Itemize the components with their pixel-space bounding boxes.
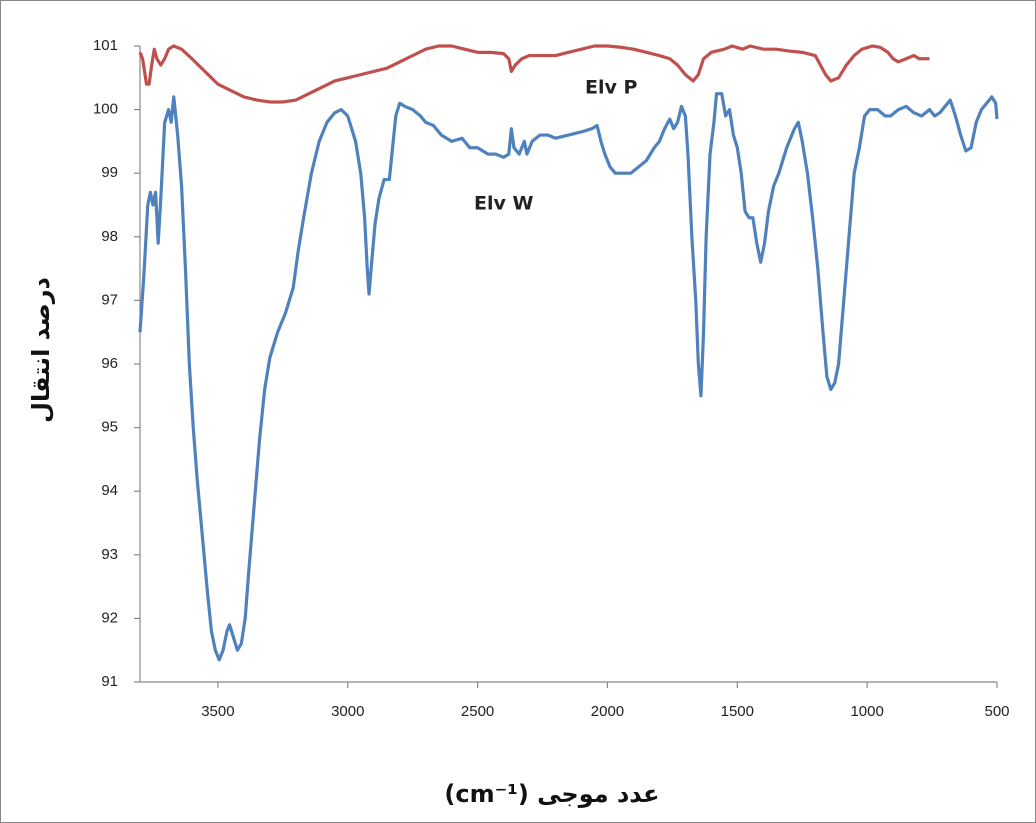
x-tick-label: 3000 [331, 703, 364, 720]
series-line [138, 92, 999, 662]
x-tick-label: 2000 [591, 703, 624, 720]
y-tick-label: 92 [101, 609, 118, 626]
y-tick-label: 100 [93, 101, 118, 118]
x-axis-label: عدد موجی (cm⁻¹) [444, 780, 659, 808]
y-tick-label: 94 [101, 482, 118, 499]
x-tick-label: 3500 [201, 703, 234, 720]
y-tick-label: 91 [101, 673, 118, 690]
y-tick-label: 96 [101, 355, 118, 372]
y-tick-label: 95 [101, 419, 118, 436]
annotation: Elv P [585, 77, 637, 99]
y-tick-label: 93 [101, 546, 118, 563]
y-tick-label: 98 [101, 228, 118, 245]
x-tick-label: 1500 [721, 703, 754, 720]
x-tick-label: 500 [984, 703, 1009, 720]
y-tick-label: 97 [101, 291, 118, 308]
x-tick-label: 2500 [461, 703, 494, 720]
y-tick-label: 101 [93, 37, 118, 54]
y-axis-label: درصد انتقال [27, 277, 55, 423]
y-tick-label: 99 [101, 164, 118, 181]
annotation: Elv W [474, 193, 533, 215]
series-line [138, 44, 930, 104]
x-tick-label: 1000 [850, 703, 883, 720]
